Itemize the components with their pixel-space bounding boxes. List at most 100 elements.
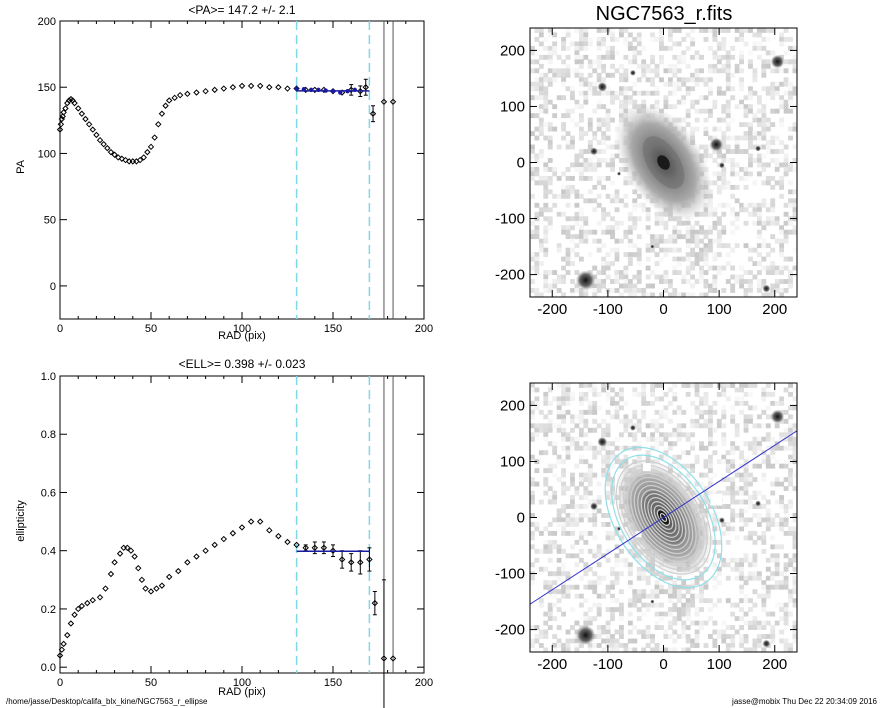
img-noise-pixel (748, 126, 753, 132)
contour-noise-pixel (619, 611, 624, 617)
img-noise-pixel (623, 86, 629, 92)
img-noise-pixel (690, 252, 696, 258)
contour-noise-pixel (779, 436, 785, 442)
img-noise-pixel (672, 292, 678, 297)
contour-noise-pixel (650, 634, 655, 639)
img-noise-pixel (685, 229, 691, 235)
img-noise-pixel (619, 28, 624, 33)
contour-noise-pixel (716, 634, 722, 639)
img-noise-pixel (596, 140, 602, 145)
img-noise-pixel (654, 252, 660, 258)
img-noise-pixel (543, 229, 549, 235)
img-noise-pixel (543, 184, 549, 190)
contour-noise-pixel (534, 625, 540, 630)
contour-noise-pixel (739, 625, 744, 630)
img-noise-pixel (779, 243, 785, 249)
contour-noise-pixel (578, 459, 584, 465)
img-noise-pixel (663, 279, 669, 284)
contour-noise-pixel (605, 629, 611, 635)
img-noise-pixel (645, 283, 651, 289)
contour-noise-pixel (667, 387, 673, 393)
img-noise-pixel (748, 270, 753, 275)
img-noise-pixel (610, 54, 615, 60)
contour-noise-pixel (783, 387, 789, 393)
img-noise-pixel (627, 32, 633, 38)
img-noise-pixel (530, 193, 535, 199)
contour-noise-pixel (627, 423, 633, 429)
img-noise-pixel (623, 234, 629, 240)
contour-noise-pixel (721, 530, 727, 536)
contour-noise-pixel (770, 544, 776, 550)
img-noise-pixel (672, 238, 678, 244)
contour-noise-pixel (761, 423, 767, 429)
contour-noise-pixel (699, 383, 704, 388)
contour-noise-pixel (543, 481, 549, 487)
contour-noise-pixel (570, 521, 575, 527)
img-noise-pixel (538, 28, 544, 33)
contour-noise-pixel (739, 472, 744, 478)
img-noise-pixel (538, 122, 544, 128)
img-noise-pixel (734, 135, 740, 141)
img-noise-pixel (636, 202, 642, 208)
contour-noise-pixel (596, 580, 602, 586)
contour-noise-pixel (734, 566, 740, 572)
img-noise-pixel (721, 211, 727, 217)
contour-noise-pixel (619, 535, 624, 541)
contour-noise-pixel (538, 499, 544, 505)
img-noise-pixel (592, 292, 598, 297)
img-image-area (530, 28, 797, 297)
contour-noise-pixel (587, 387, 593, 393)
img-noise-pixel (587, 189, 593, 195)
contour-noise-pixel (748, 418, 753, 424)
contour-noise-pixel (578, 454, 584, 460)
img-noise-pixel (739, 28, 744, 33)
contour-noise-pixel (779, 607, 785, 613)
img-noise-pixel (699, 95, 704, 101)
contour-noise-pixel (770, 634, 776, 639)
contour-noise-pixel (565, 450, 571, 456)
img-noise-pixel (530, 45, 535, 51)
contour-noise-pixel (783, 508, 789, 514)
img-noise-pixel (547, 189, 553, 195)
contour-noise-pixel (703, 396, 709, 402)
pa-point-11 (74, 105, 82, 112)
img-noise-pixel (632, 202, 638, 208)
contour-noise-pixel (619, 589, 624, 595)
img-noise-pixel (716, 189, 722, 195)
img-noise-pixel (610, 50, 615, 56)
img-noise-pixel (641, 63, 647, 69)
contour-noise-pixel (690, 445, 696, 451)
contour-noise-pixel (596, 499, 602, 505)
img-noise-pixel (627, 243, 633, 249)
contour-noise-pixel (552, 580, 558, 586)
img-noise-pixel (712, 99, 718, 105)
img-noise-pixel (783, 279, 789, 284)
img-noise-pixel (610, 95, 615, 101)
contour-noise-pixel (650, 423, 655, 429)
img-noise-pixel (641, 72, 647, 78)
img-noise-pixel (543, 279, 549, 284)
img-noise-pixel (730, 283, 736, 289)
contour-noise-pixel (565, 396, 571, 402)
contour-noise-pixel (690, 463, 696, 469)
contour-noise-pixel (739, 450, 744, 456)
contour-noise-pixel (583, 495, 589, 500)
contour-noise-pixel (703, 499, 709, 505)
contour-noise-pixel (792, 405, 797, 411)
img-noise-pixel (578, 54, 584, 60)
contour-noise-pixel (654, 409, 660, 415)
contour-noise-pixel (587, 548, 593, 554)
contour-noise-pixel (694, 580, 700, 586)
img-noise-pixel (596, 288, 602, 293)
img-noise-pixel (627, 279, 633, 284)
img-noise-pixel (725, 122, 731, 128)
img-noise-pixel (645, 247, 651, 253)
img-noise-pixel (663, 274, 669, 280)
img-noise-pixel (654, 234, 660, 240)
ell-point-29 (202, 547, 209, 554)
img-noise-pixel (721, 225, 727, 231)
img-noise-pixel (792, 247, 797, 253)
img-noise-pixel (667, 63, 673, 69)
pa-point-1 (57, 121, 65, 128)
contour-star-0 (575, 625, 596, 646)
